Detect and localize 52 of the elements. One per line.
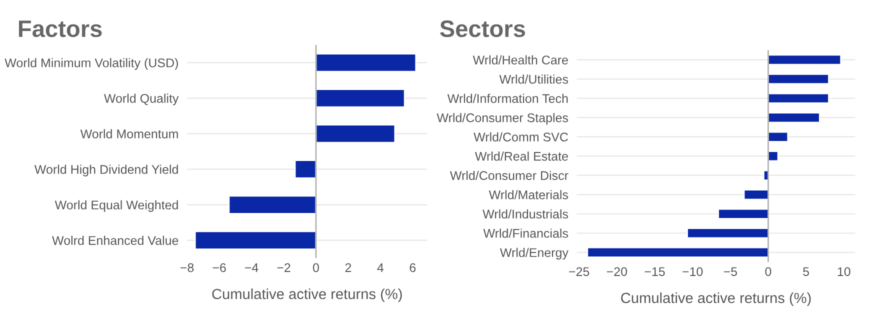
x-tick-label: −8 [180,263,194,272]
bar [768,92,830,104]
x-tick-label: −25 [569,267,590,276]
y-tick-label: Wrld/Health Care [472,55,568,64]
x-axis-title: Cumulative active returns (%) [621,292,811,306]
y-tick-label: Wrld/Financials [483,228,568,238]
y-tick-label: Wolrd Enhanced Value [52,236,178,245]
x-tick-label: −10 [682,267,703,276]
bar [315,53,417,72]
x-axis-title: Cumulative active returns (%) [212,288,402,302]
x-tick-label: 0 [765,267,772,276]
bar [768,131,789,142]
y-tick-label: Wrld/Information Tech [447,94,568,103]
bar [294,160,317,179]
x-tick-label: 4 [377,263,384,272]
y-tick-label: World Minimum Volatility (USD) [4,58,178,70]
x-tick-label: 0 [312,263,319,272]
bar [743,189,769,200]
bar [586,246,769,258]
bar [315,88,406,108]
chart-title: Sectors [440,20,525,38]
bar [768,74,830,85]
x-tick-label: 10 [838,267,850,276]
y-tick-label: Wrld/Comm SVC [474,132,568,142]
x-tick-label: 5 [803,267,809,276]
x-tick-label: 6 [410,263,416,272]
x-tick-label: −15 [644,267,665,276]
y-tick-label: World Momentum [80,129,178,138]
y-tick-label: Wrld/Utilities [499,74,568,84]
y-tick-label: Wrld/Consumer Staples [436,113,568,125]
y-tick-label: World High Dividend Yield [34,164,178,176]
x-tick-label: −5 [724,267,737,276]
y-tick-label: World Quality [104,94,179,106]
x-tick-label: −2 [277,263,290,272]
chart-title: Factors [18,20,102,38]
bar [228,195,317,214]
y-tick-label: Wrld/Consumer Discr [450,170,568,180]
y-tick-label: World Equal Weighted [54,200,178,212]
bar [768,54,842,66]
x-tick-label: −20 [606,267,628,276]
bar [194,230,317,250]
y-tick-label: Wrld/Real Estate [474,152,568,161]
y-tick-label: Wrld/Materials [488,190,568,200]
x-tick-label: 2 [345,263,352,272]
bar [315,124,396,144]
y-tick-label: Wrld/Industrials [482,209,568,219]
bar [768,112,820,124]
bar [718,208,769,220]
x-tick-label: −6 [212,263,226,272]
bar [686,228,769,239]
y-tick-label: Wrld/Energy [500,248,568,260]
x-tick-label: −4 [245,263,258,272]
